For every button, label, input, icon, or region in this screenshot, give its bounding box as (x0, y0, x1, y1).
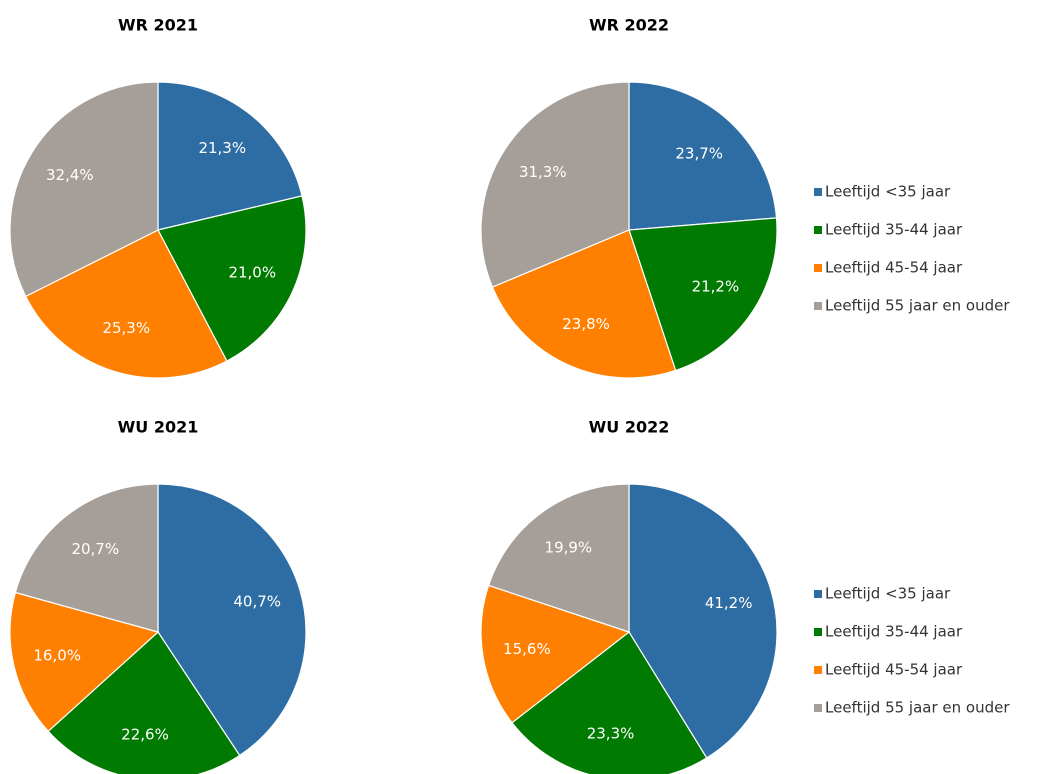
chart-title: WU 2022 (589, 418, 670, 437)
pie-slice (9, 591, 160, 733)
legend-swatch (814, 226, 822, 234)
pie-slice (157, 195, 307, 362)
legend-swatch (814, 628, 822, 636)
pie-slice (480, 81, 630, 288)
legend-label: Leeftijd 35-44 jaar (825, 221, 963, 239)
legend-label: Leeftijd 55 jaar en ouder (825, 699, 1010, 717)
pie-slice (487, 483, 630, 633)
data-label: 21,2% (692, 278, 740, 296)
chart-title: WR 2022 (589, 16, 669, 35)
data-label: 40,7% (233, 593, 281, 611)
legend-swatch (814, 188, 822, 196)
data-label: 23,7% (675, 144, 723, 162)
legend-swatch (814, 704, 822, 712)
data-label: 23,3% (587, 724, 635, 742)
data-label: 20,7% (71, 540, 119, 558)
pie-slice (24, 229, 228, 379)
pie-slice (157, 81, 303, 231)
pie-slice (14, 483, 159, 633)
legend-label: Leeftijd 55 jaar en ouder (825, 297, 1010, 315)
legend-swatch (814, 302, 822, 310)
data-label: 32,4% (46, 166, 94, 184)
pie-slice (9, 81, 159, 298)
data-label: 15,6% (503, 640, 551, 658)
chart-title: WR 2021 (118, 16, 198, 35)
data-label: 21,3% (198, 139, 246, 157)
legend-label: Leeftijd 45-54 jaar (825, 661, 963, 679)
chart-title: WU 2021 (118, 418, 199, 437)
data-label: 19,9% (545, 538, 593, 556)
legend-swatch (814, 590, 822, 598)
legend-swatch (814, 666, 822, 674)
legend-label: Leeftijd 45-54 jaar (825, 259, 963, 277)
legend-swatch (814, 264, 822, 272)
data-label: 23,8% (562, 315, 610, 333)
data-label: 16,0% (33, 646, 81, 664)
legend-label: Leeftijd <35 jaar (825, 183, 951, 201)
pie-slice (628, 217, 778, 372)
pie-slice (628, 483, 778, 759)
legend-label: Leeftijd 35-44 jaar (825, 623, 963, 641)
data-label: 31,3% (519, 163, 567, 181)
pie-slice (491, 229, 677, 379)
pie-slice (628, 81, 778, 231)
data-label: 41,2% (705, 594, 753, 612)
data-label: 22,6% (121, 725, 169, 743)
data-label: 21,0% (228, 263, 276, 281)
legend-label: Leeftijd <35 jaar (825, 585, 951, 603)
data-label: 25,3% (102, 319, 150, 337)
pie-slice (480, 584, 631, 724)
pie-slice (47, 631, 241, 774)
pie-slice (511, 631, 708, 774)
